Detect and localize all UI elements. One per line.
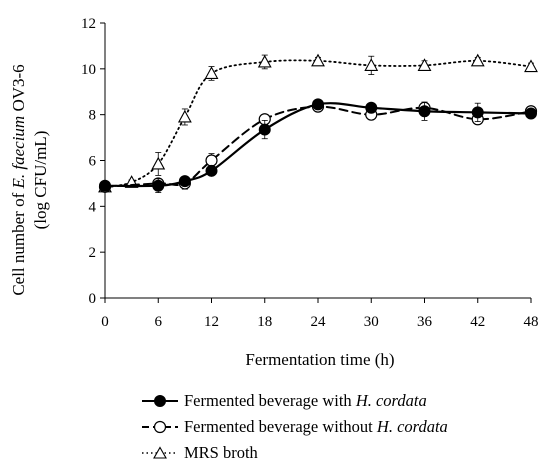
- series-mrs-broth: [98, 53, 538, 193]
- data-point-filled-circle: [418, 105, 431, 118]
- y-tick-label: 12: [81, 16, 96, 32]
- data-point-filled-circle: [152, 179, 165, 192]
- legend-swatch-open-triangle: [142, 446, 178, 459]
- y-tick-label: 0: [89, 291, 97, 307]
- series-with-h-cordata: [99, 98, 537, 193]
- data-point-filled-circle: [312, 98, 324, 111]
- data-point-open-triangle: [470, 53, 485, 67]
- legend: Fermented beverage with H. cordata Ferme…: [142, 388, 542, 466]
- legend-swatch-open-circle: [142, 420, 178, 434]
- y-tick-label: 4: [89, 199, 97, 215]
- y-tick-label: 2: [89, 245, 97, 261]
- y-axis-title-suffix: OV3-6: [9, 64, 28, 115]
- legend-item-with-h-cordata: Fermented beverage with H. cordata: [142, 388, 542, 414]
- data-point-open-triangle: [151, 156, 166, 170]
- legend-label-mrs: MRS broth: [184, 443, 258, 462]
- x-tick-label: 6: [155, 314, 163, 330]
- data-point-open-triangle: [364, 58, 379, 71]
- data-point-open-triangle: [311, 53, 325, 67]
- series-line: [104, 59, 532, 188]
- data-point-filled-circle: [178, 175, 191, 188]
- data-point-filled-circle: [525, 107, 537, 120]
- y-axis-title-italic: E. faecium: [9, 116, 28, 190]
- x-tick-label: 36: [417, 314, 433, 330]
- legend-label-without: Fermented beverage without H. cordata: [184, 417, 448, 436]
- data-point-filled-circle: [205, 164, 218, 177]
- series-without-h-cordata: [98, 100, 538, 193]
- x-tick-label: 24: [311, 314, 327, 330]
- y-axis-title-prefix: Cell number of: [9, 189, 28, 296]
- data-point-filled-circle: [258, 123, 271, 136]
- x-tick-label: 42: [470, 314, 485, 330]
- x-tick-label: 18: [257, 314, 272, 330]
- y-tick-label: 8: [89, 108, 97, 124]
- series-layer: [98, 53, 538, 193]
- data-point-open-triangle: [417, 58, 432, 71]
- data-point-filled-circle: [365, 101, 378, 114]
- legend-item-without-h-cordata: Fermented beverage without H. cordata: [142, 414, 542, 440]
- legend-item-mrs-broth: MRS broth: [142, 440, 542, 466]
- x-tick-label: 48: [524, 314, 539, 330]
- data-point-open-triangle: [204, 66, 219, 79]
- data-point-open-circle: [205, 154, 218, 167]
- data-point-filled-circle: [99, 179, 111, 192]
- data-point-filled-circle: [471, 106, 484, 119]
- y-axis-title-line2: (log CFU/mL): [31, 131, 50, 230]
- data-point-open-triangle: [177, 109, 192, 123]
- x-tick-label: 30: [364, 314, 379, 330]
- legend-label-with: Fermented beverage with H. cordata: [184, 391, 427, 410]
- y-tick-label: 6: [89, 154, 97, 170]
- x-axis-title: Fermentation time (h): [245, 350, 394, 369]
- x-tick-label: 0: [101, 314, 109, 330]
- y-axis-title: Cell number of E. faecium OV3-6: [9, 64, 28, 295]
- x-tick-label: 12: [204, 314, 219, 330]
- legend-swatch-filled-circle: [142, 395, 178, 407]
- data-point-open-triangle: [257, 54, 272, 68]
- series-line: [103, 102, 533, 188]
- data-point-open-triangle: [524, 59, 538, 73]
- y-tick-label: 10: [81, 62, 96, 78]
